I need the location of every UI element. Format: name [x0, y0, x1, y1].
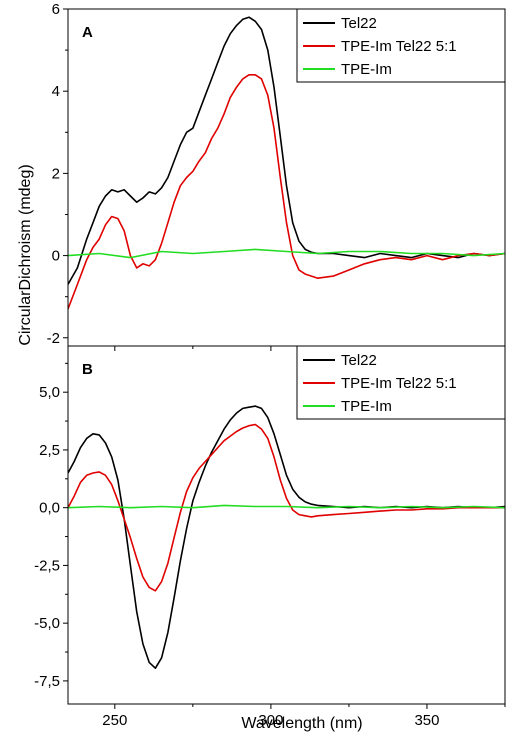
panel-a-y-tick-label: 0: [52, 248, 60, 265]
panel-a-legend-label-3: TPE-Im: [341, 61, 392, 78]
panel-b-x-tick-label: 350: [414, 712, 439, 729]
y-axis-title: CircularDichroism (mdeg): [17, 164, 34, 345]
panel-a-y-tick-label: 4: [52, 83, 60, 100]
panel-a-y-tick-label: -2: [47, 330, 60, 347]
panel-b-y-tick-label: 0,0: [39, 500, 60, 517]
panel-b-y-tick-label: -2,5: [34, 557, 60, 574]
panel-b-legend-label-2: TPE-Im Tel22 5:1: [341, 375, 457, 392]
panel-b-label: B: [82, 361, 93, 378]
panel-b-x-tick-label: 300: [258, 712, 283, 729]
panel-b-series-line-1: [68, 405, 505, 669]
panel-b-series-line-3: [68, 504, 505, 509]
panel-b: -7,5 -5,0 -2,5 0,0 2,5 5,0 250 300 350 B Tel22 TPE-…: [34, 345, 506, 729]
panel-b-y-tick-label: -7,5: [34, 673, 60, 690]
panel-a-label: A: [82, 24, 93, 41]
panel-a-series-line-1: [68, 16, 505, 285]
panel-a-legend-label-2: TPE-Im Tel22 5:1: [341, 38, 457, 55]
x-axis-title: Wavelength (nm): [241, 715, 362, 732]
panel-b-legend-label-3: TPE-Im: [341, 398, 392, 415]
panel-b-frame: [67, 345, 506, 705]
panel-b-y-tick-label: 2,5: [39, 442, 60, 459]
panel-b-legend-label-1: Tel22: [341, 352, 377, 369]
panel-a-y-tick-label: 2: [52, 165, 60, 182]
panel-a: -2 0 2 4 6 A Tel22 TPE-Im Tel22 5:1 TPE-Im: [47, 1, 506, 351]
panel-a-y-tick-label: 6: [52, 1, 60, 18]
panel-b-legend: Tel22 TPE-Im Tel22 5:1 TPE-Im: [296, 345, 506, 420]
panel-a-series-line-2: [68, 74, 505, 310]
panel-a-legend-label-1: Tel22: [341, 15, 377, 32]
panel-b-y-tick-label: 5,0: [39, 384, 60, 401]
panel-b-x-tick-label: 250: [102, 712, 127, 729]
panel-a-series-line-3: [68, 248, 505, 259]
panel-b-series-line-2: [68, 423, 505, 592]
panel-b-y-tick-label: -5,0: [34, 615, 60, 632]
panel-a-legend: Tel22 TPE-Im Tel22 5:1 TPE-Im: [296, 8, 506, 83]
